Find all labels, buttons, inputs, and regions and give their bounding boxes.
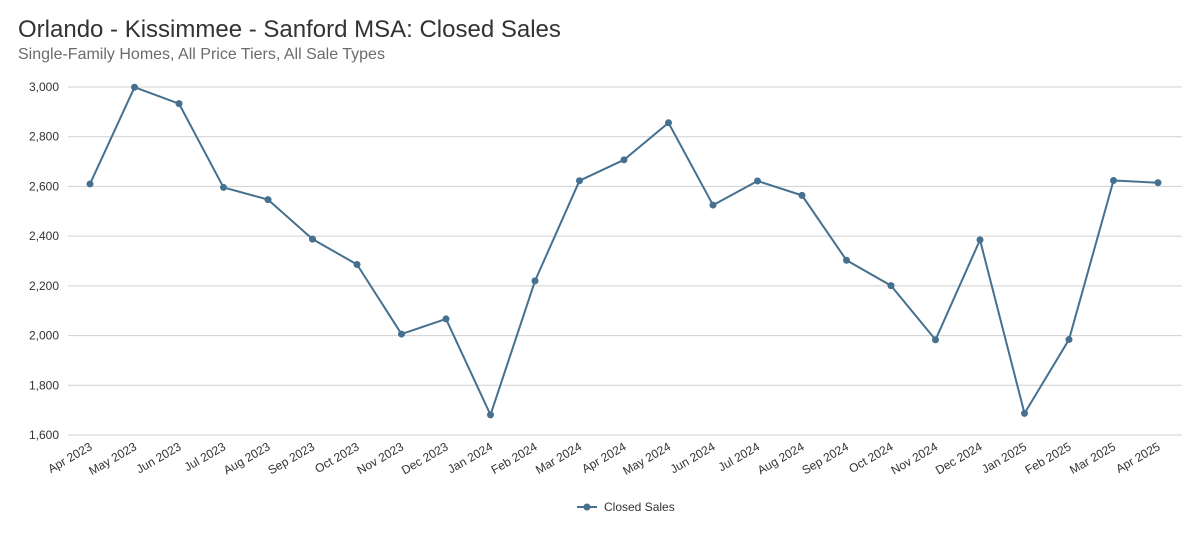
y-tick-label: 2,600 bbox=[29, 179, 59, 193]
data-point[interactable] bbox=[887, 282, 895, 290]
gridlines bbox=[68, 86, 1182, 436]
x-tick-label: Dec 2023 bbox=[399, 439, 451, 477]
series-closed-sales bbox=[86, 83, 1162, 419]
y-axis: 1,600 1,800 2,000 2,200 2,400 2,600 2,800 3,000 bbox=[29, 80, 59, 442]
data-point[interactable] bbox=[1110, 176, 1117, 184]
data-point[interactable] bbox=[442, 315, 450, 323]
x-tick-label: Sep 2023 bbox=[265, 439, 317, 477]
data-point[interactable] bbox=[86, 180, 94, 188]
x-tick-label: Mar 2025 bbox=[1067, 439, 1118, 477]
legend[interactable]: Closed Sales bbox=[577, 500, 675, 514]
data-point[interactable] bbox=[665, 119, 672, 127]
y-tick-label: 1,800 bbox=[29, 378, 59, 392]
x-tick-label: Feb 2024 bbox=[489, 439, 540, 477]
y-tick-label: 2,400 bbox=[29, 229, 59, 243]
data-point[interactable] bbox=[709, 201, 717, 209]
legend-label: Closed Sales bbox=[604, 500, 675, 514]
x-tick-label: May 2023 bbox=[86, 439, 139, 478]
x-tick-label: Nov 2023 bbox=[355, 439, 407, 477]
y-tick-label: 2,800 bbox=[29, 130, 59, 144]
data-point[interactable] bbox=[1065, 336, 1073, 344]
chart-subtitle: Single-Family Homes, All Price Tiers, Al… bbox=[18, 46, 385, 63]
x-tick-label: Apr 2023 bbox=[45, 439, 94, 476]
x-tick-label: Apr 2025 bbox=[1113, 439, 1162, 476]
legend-swatch-marker bbox=[583, 503, 591, 511]
x-tick-label: May 2024 bbox=[620, 439, 673, 478]
data-point[interactable] bbox=[754, 177, 761, 185]
x-tick-label: Dec 2024 bbox=[933, 439, 985, 477]
x-tick-label: Aug 2024 bbox=[755, 439, 807, 477]
x-tick-label: Jul 2023 bbox=[182, 439, 229, 474]
x-tick-label: Sep 2024 bbox=[799, 439, 851, 477]
data-point[interactable] bbox=[487, 411, 494, 419]
data-point[interactable] bbox=[976, 236, 984, 244]
data-point[interactable] bbox=[843, 256, 850, 264]
data-point[interactable] bbox=[1021, 409, 1028, 417]
chart-title: Orlando - Kissimmee - Sanford MSA: Close… bbox=[18, 16, 561, 43]
data-point[interactable] bbox=[353, 260, 361, 268]
data-point[interactable] bbox=[1154, 179, 1162, 187]
x-tick-label: Nov 2024 bbox=[889, 439, 941, 477]
data-point[interactable] bbox=[175, 100, 183, 108]
x-tick-label: Aug 2023 bbox=[221, 439, 273, 477]
y-tick-label: 1,600 bbox=[29, 428, 59, 442]
x-tick-label: Oct 2024 bbox=[846, 439, 895, 476]
y-tick-label: 3,000 bbox=[29, 80, 59, 94]
data-point[interactable] bbox=[576, 177, 583, 185]
x-tick-label: Oct 2023 bbox=[312, 439, 361, 476]
data-point[interactable] bbox=[264, 196, 272, 204]
x-tick-label: Jan 2024 bbox=[445, 439, 495, 476]
x-tick-label: Jan 2025 bbox=[979, 439, 1029, 476]
data-point[interactable] bbox=[620, 156, 628, 164]
x-tick-label: Mar 2024 bbox=[533, 439, 584, 477]
data-point[interactable] bbox=[309, 235, 316, 243]
data-point[interactable] bbox=[220, 183, 227, 191]
x-tick-label: Apr 2024 bbox=[579, 439, 628, 476]
data-point[interactable] bbox=[932, 336, 939, 344]
x-tick-label: Jun 2023 bbox=[134, 439, 184, 476]
data-point[interactable] bbox=[798, 191, 806, 199]
y-tick-label: 2,200 bbox=[29, 279, 59, 293]
y-tick-label: 2,000 bbox=[29, 329, 59, 343]
data-point[interactable] bbox=[531, 277, 539, 285]
data-point[interactable] bbox=[131, 83, 138, 91]
data-point[interactable] bbox=[398, 330, 405, 338]
x-tick-label: Jun 2024 bbox=[668, 439, 718, 476]
x-tick-label: Jul 2024 bbox=[716, 439, 763, 474]
x-tick-label: Feb 2025 bbox=[1023, 439, 1074, 477]
